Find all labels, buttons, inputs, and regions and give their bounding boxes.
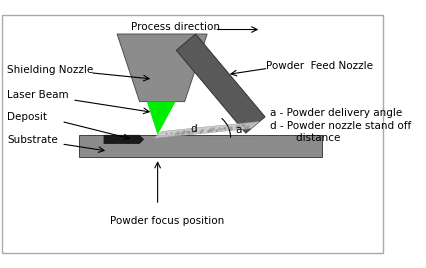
Text: Laser Beam: Laser Beam <box>7 90 69 100</box>
Text: a: a <box>235 125 241 135</box>
FancyBboxPatch shape <box>2 15 382 253</box>
Polygon shape <box>104 135 144 144</box>
Text: a - Powder delivery angle: a - Powder delivery angle <box>270 108 402 118</box>
Text: Powder  Feed Nozzle: Powder Feed Nozzle <box>265 61 372 70</box>
Text: Process direction: Process direction <box>131 22 220 32</box>
Text: Shielding Nozzle: Shielding Nozzle <box>7 65 93 75</box>
Polygon shape <box>176 34 265 133</box>
Polygon shape <box>153 121 259 138</box>
Text: Substrate: Substrate <box>7 135 58 145</box>
Text: Deposit: Deposit <box>7 112 47 122</box>
Polygon shape <box>117 34 207 102</box>
Polygon shape <box>147 102 175 135</box>
Bar <box>79 135 322 157</box>
Text: Powder focus position: Powder focus position <box>109 216 223 226</box>
Text: d: d <box>190 124 196 133</box>
Text: d - Powder nozzle stand off
        distance: d - Powder nozzle stand off distance <box>270 121 411 143</box>
